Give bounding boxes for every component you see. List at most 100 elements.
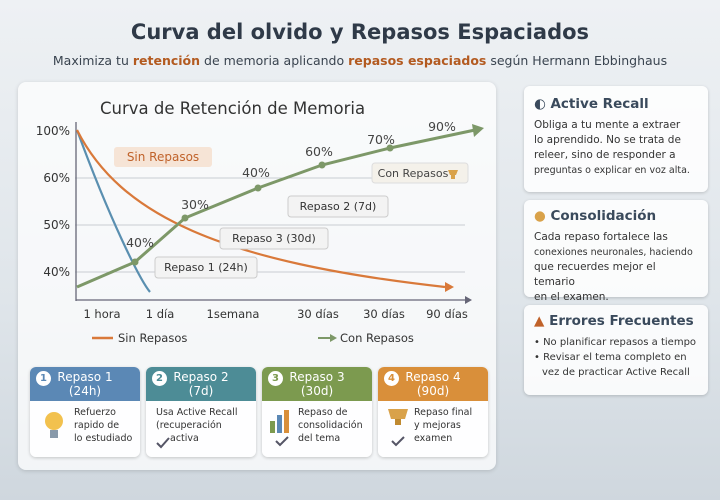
step-line: rapido de: [74, 420, 120, 431]
subtitle-bold: retención: [132, 53, 201, 68]
card-line: releer, sino de responder a: [534, 149, 676, 161]
x-label: 30 días: [297, 307, 339, 321]
callout: Sin Repasos: [127, 150, 199, 164]
step-line: Repaso final: [414, 407, 473, 418]
card-line-text: Revisar el tema completo en: [543, 352, 687, 363]
trophy-icon: [448, 170, 458, 179]
chart-title: Curva de Retención de Memoria: [100, 99, 365, 118]
x-label: 1 hora: [83, 307, 120, 321]
card-line: lo aprendido. No se trata de: [534, 134, 681, 146]
card-title-text: Errores Frecuentes: [549, 313, 694, 329]
step-line: y mejoras: [414, 420, 461, 431]
card-line: Obliga a tu mente a extraer: [534, 119, 681, 131]
chart-icon: [270, 410, 289, 447]
callout: Repaso 1 (24h): [164, 261, 248, 274]
card-line: conexiones neuronales, haciendo: [534, 247, 693, 258]
step-header: 2 Repaso 2 (7d): [146, 367, 256, 401]
info-card: ▲ Errores Frecuentes • No planificar rep…: [524, 305, 708, 395]
x-label: 90 días: [426, 307, 468, 321]
check-icon: [156, 437, 170, 449]
card-line: preguntas o explicar en voz alta.: [534, 165, 690, 176]
point-label: 70%: [367, 132, 395, 147]
point-label: 90%: [428, 119, 456, 134]
y-label: 60%: [43, 171, 70, 185]
card-line: vez de practicar Active Recall: [542, 367, 690, 378]
step-card: 2 Repaso 2 (7d) Usa Active Recall (recupera…: [146, 367, 256, 457]
subtitle-text: según Hermann Ebbinghaus: [486, 53, 668, 68]
callout: Repaso 3 (30d): [232, 232, 316, 245]
callouts: Sin Repasos Con Repasos Repaso 2 (7d) Re…: [114, 147, 469, 279]
y-label: 100%: [36, 124, 70, 138]
step-title: Repaso 4: [405, 370, 461, 384]
legend-label: Sin Repasos: [118, 331, 187, 345]
curve-arrow: [472, 124, 484, 137]
subtitle-text: Maximiza tu: [52, 53, 133, 68]
x-label: 1semana: [207, 307, 260, 321]
bulb-icon: [45, 412, 63, 438]
card-title: ◐ Active Recall: [534, 96, 649, 112]
card-title: ● Consolidación: [534, 208, 657, 224]
step-header: 4 Repaso 4 (90d): [378, 367, 488, 401]
step-line: activa: [170, 433, 199, 444]
card-title-text: Consolidación: [550, 208, 657, 224]
step-period: (24h): [68, 384, 102, 398]
step-badge: 1: [36, 371, 51, 386]
step-line: Repaso de: [298, 407, 348, 418]
point-label: 30%: [181, 197, 209, 212]
axis-arrow: [465, 296, 472, 304]
card-line: que recuerdes mejor el temario: [534, 261, 656, 288]
step-badge: 3: [268, 371, 283, 386]
x-label: 1 día: [146, 307, 175, 321]
step-body: Repaso final y mejoras examen: [378, 401, 488, 445]
point-label: 40%: [126, 235, 154, 250]
step-card: 3 Repaso 3 (30d) Repaso de consolidación del…: [262, 367, 372, 457]
callout: Repaso 2 (7d): [300, 200, 377, 213]
card-line-text: No planificar repasos a tiempo: [543, 337, 697, 348]
point-label: 60%: [305, 144, 333, 159]
callout-box: [219, 227, 329, 250]
step-badge: 2: [152, 371, 167, 386]
x-label: 30 días: [363, 307, 405, 321]
point-labels: 40% 30% 40% 60% 70% 90%: [126, 119, 456, 250]
trophy-icon: [388, 409, 408, 447]
card-line: • No planificar repasos a tiempo: [534, 337, 697, 348]
card-line: • Revisar el tema completo en: [534, 352, 687, 363]
step-body: Refuerzo rapido de lo estudiado: [30, 401, 140, 445]
card-line: Cada repaso fortalece las: [534, 231, 668, 243]
step-line: consolidación: [298, 420, 363, 431]
callout-box: [154, 256, 258, 279]
step-line: del tema: [298, 433, 341, 444]
retention-chart: Curva de Retención de Memoria 100% 60% 5…: [36, 99, 484, 345]
step-period: (7d): [188, 384, 214, 398]
callout-box: [371, 162, 469, 184]
point: [181, 214, 189, 222]
card-line: en el examen.: [534, 291, 609, 303]
step-period: (30d): [300, 384, 334, 398]
step-title: Repaso 2: [173, 370, 229, 384]
review-points: [131, 144, 394, 266]
step-header: 1 Repaso 1 (24h): [30, 367, 140, 401]
info-card: ◐ Active Recall Obliga a tu mente a extr…: [524, 86, 708, 192]
subtitle-text: de memoria aplicando: [200, 53, 349, 68]
step-body: Repaso de consolidación del tema: [262, 401, 372, 445]
point-label: 40%: [242, 165, 270, 180]
callout-box: [114, 147, 212, 167]
step-header: 3 Repaso 3 (30d): [262, 367, 372, 401]
legend: Sin Repasos Con Repasos: [92, 331, 414, 345]
point: [318, 161, 326, 169]
point: [386, 144, 394, 152]
subtitle: Maximiza tu retención de memoria aplican…: [0, 53, 720, 68]
step-line: Refuerzo: [74, 407, 116, 418]
steep-curve: [75, 129, 151, 293]
y-labels: 100% 60% 50% 40%: [36, 124, 70, 279]
curve-arrow: [445, 282, 454, 292]
step-line: examen: [414, 433, 453, 444]
step-card: 4 Repaso 4 (90d) Repaso final y mejoras exam…: [378, 367, 488, 457]
card-title-text: Active Recall: [550, 96, 649, 112]
no-review-curve: [76, 129, 446, 289]
y-label: 40%: [43, 265, 70, 279]
callout: Con Repasos: [378, 167, 449, 180]
y-label: 50%: [43, 218, 70, 232]
